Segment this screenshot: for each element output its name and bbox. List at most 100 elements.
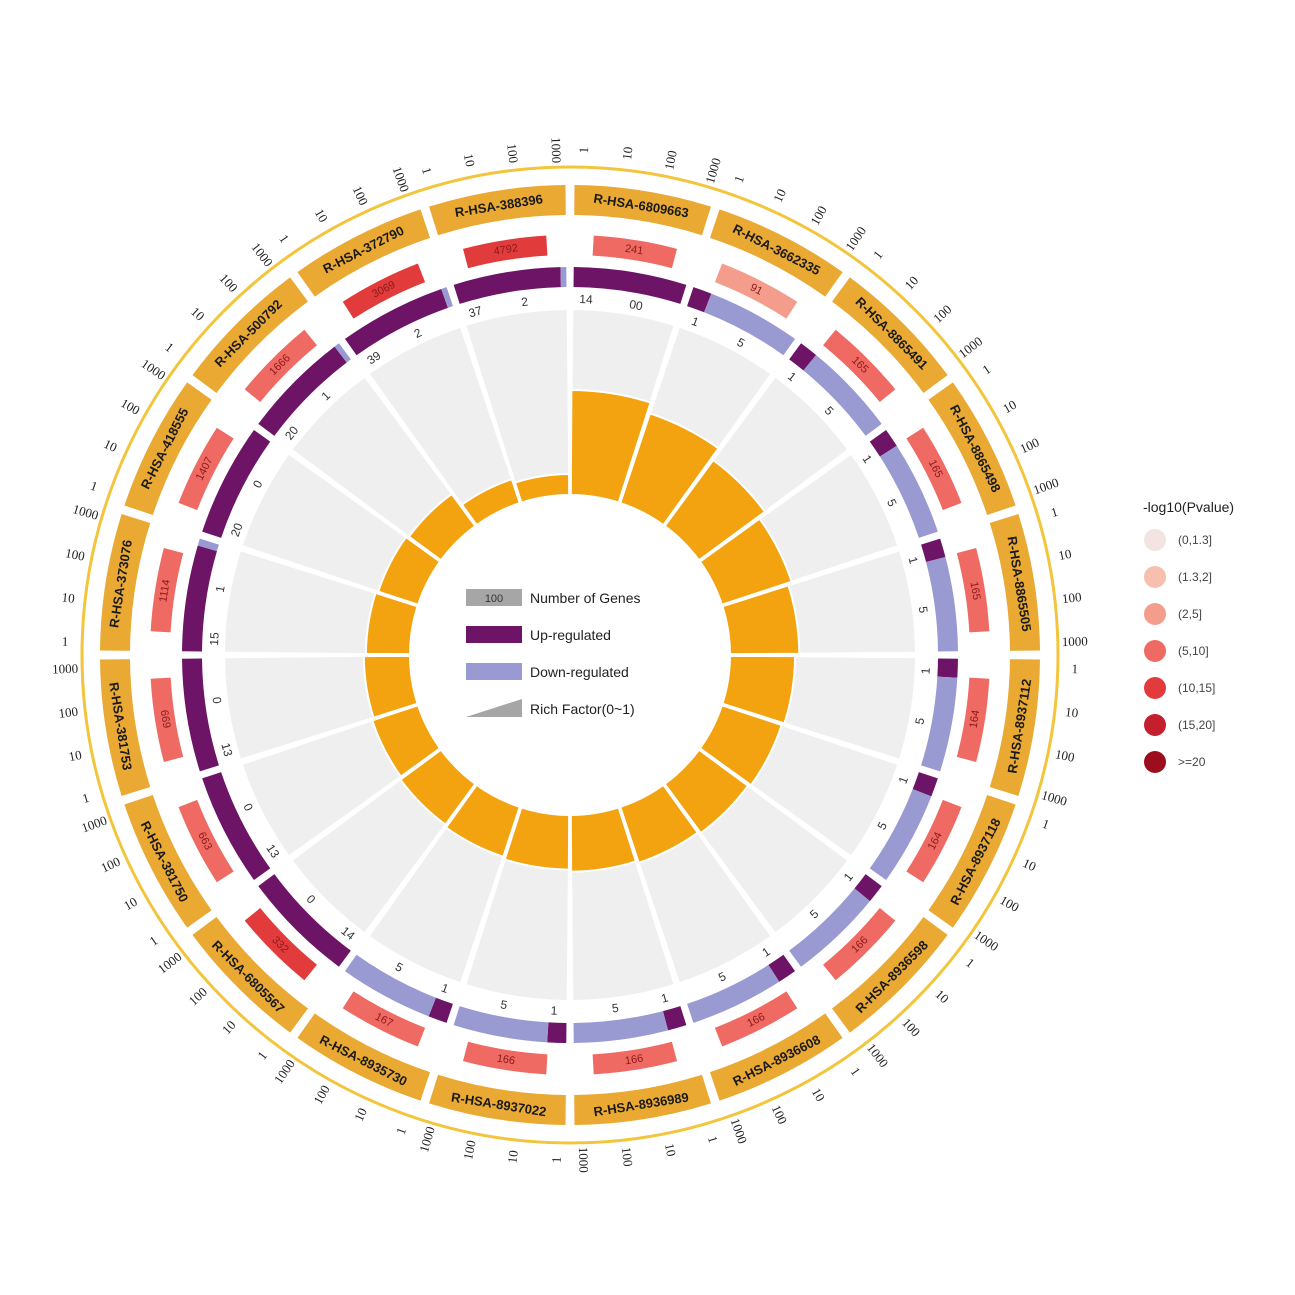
up-regulated-bar xyxy=(662,1006,687,1031)
background-genes-bar xyxy=(244,329,317,402)
term-band xyxy=(928,382,1016,516)
down-count-label: 5 xyxy=(822,404,837,419)
up-regulated-bar xyxy=(869,429,897,457)
down-regulated-bar xyxy=(789,888,870,967)
background-genes-label: 669 xyxy=(158,709,173,729)
scale-tick-label: 1 xyxy=(1040,816,1051,832)
down-regulated-bar xyxy=(704,293,796,356)
scale-tick-label: 100 xyxy=(460,1139,479,1161)
up-count-label: 1 xyxy=(690,314,701,330)
scale-tick-label: 1 xyxy=(393,1125,409,1136)
background-genes-bar xyxy=(823,908,896,981)
scale-tick-label: 1 xyxy=(62,634,69,649)
background-genes-label: 166 xyxy=(496,1053,516,1068)
background-genes-label: 4792 xyxy=(493,242,519,258)
term-band xyxy=(297,1013,431,1101)
legend-sample-value: 100 xyxy=(485,593,503,605)
scale-tick-label: 10 xyxy=(1000,397,1019,416)
scale-tick-label: 1 xyxy=(576,147,591,154)
down-count-label: 5 xyxy=(884,497,900,509)
rich-factor-bar xyxy=(513,472,571,504)
pvalue-legend-dot xyxy=(1144,603,1166,625)
scale-tick-label: 100 xyxy=(930,302,955,326)
background-genes-bar xyxy=(906,427,962,511)
scale-tick-label: 1000 xyxy=(79,813,109,836)
up-regulated-bar xyxy=(258,346,347,436)
up-count-label: 1 xyxy=(841,870,856,884)
scale-tick-label: 10 xyxy=(932,986,952,1006)
background-genes-bar xyxy=(244,908,317,981)
background-genes-bar xyxy=(823,329,896,402)
legend-label-up: Up-regulated xyxy=(530,627,611,643)
pvalue-legend-label: (2,5] xyxy=(1178,607,1202,621)
term-band xyxy=(928,794,1016,928)
down-regulated-bar xyxy=(441,287,453,308)
rich-factor-bar xyxy=(503,806,571,871)
up-count-label: 1 xyxy=(918,667,932,675)
scale-tick-label: 1000 xyxy=(576,1147,592,1173)
scale-tick-label: 100 xyxy=(661,149,680,171)
scale-tick-label: 100 xyxy=(99,854,123,876)
scale-tick-label: 1000 xyxy=(390,164,413,194)
scale-tick-label: 10 xyxy=(461,152,478,168)
up-regulated-bar xyxy=(182,545,217,652)
scale-tick-label: 1 xyxy=(1071,661,1078,676)
term-band xyxy=(832,917,948,1033)
down-regulated-bar xyxy=(879,445,938,538)
background-genes-bar xyxy=(906,799,962,883)
background-genes-bar xyxy=(342,991,426,1047)
sector-background xyxy=(369,327,520,525)
legend-label-rich: Rich Factor(0~1) xyxy=(530,701,635,717)
scale-tick-label: 100 xyxy=(899,1015,923,1040)
up-regulated-bar xyxy=(937,658,958,678)
up-count-label: 1 xyxy=(660,990,670,1005)
down-regulated-bar xyxy=(687,964,780,1023)
rich-factor-bar xyxy=(569,388,652,504)
outer-circle xyxy=(80,165,1060,1145)
background-genes-label: 166 xyxy=(624,1053,644,1068)
scale-tick-label: 1 xyxy=(89,478,100,494)
scale-tick-label: 1 xyxy=(1049,504,1059,520)
up-regulated-bar xyxy=(768,954,796,982)
pvalue-legend-label: >=20 xyxy=(1178,755,1206,769)
rich-factor-bar xyxy=(370,703,442,778)
down-count-label: 0 xyxy=(240,801,256,813)
scale-tick-label: 1000 xyxy=(728,1116,751,1146)
legend-label-down: Down-regulated xyxy=(530,664,629,680)
scale-tick-label: 100 xyxy=(350,184,372,208)
background-genes-bar xyxy=(178,427,234,511)
scale-tick-label: 100 xyxy=(1061,589,1082,606)
up-count-label: 14 xyxy=(579,292,593,307)
scale-tick-label: 1000 xyxy=(702,156,724,185)
term-band xyxy=(429,1074,566,1125)
background-genes-bar xyxy=(462,235,548,269)
down-count-label: 0 xyxy=(250,478,266,491)
scale-tick-label: 1000 xyxy=(155,949,185,977)
scale-tick-label: 10 xyxy=(1020,855,1038,874)
scale-tick-label: 10 xyxy=(121,894,140,913)
pvalue-legend-dot xyxy=(1144,714,1166,736)
background-genes-bar xyxy=(714,263,798,319)
pvalue-legend-label: (0,1.3] xyxy=(1178,533,1212,547)
term-band xyxy=(124,794,212,928)
scale-tick-label: 1000 xyxy=(52,661,78,677)
sector-background xyxy=(466,310,569,503)
rich-factor-bar xyxy=(364,591,419,656)
term-band xyxy=(297,209,431,297)
scale-tick-label: 1000 xyxy=(1040,787,1069,809)
rich-factor-bar xyxy=(569,806,638,873)
pvalue-legend-label: (10,15] xyxy=(1178,681,1215,695)
up-regulated-bar xyxy=(854,874,882,902)
up-regulated-bar xyxy=(921,538,946,563)
scale-tick-label: 1000 xyxy=(971,927,1001,954)
rich-factor-bar xyxy=(460,477,522,527)
rich-factor-bar xyxy=(618,783,700,864)
background-genes-ring: 2419116516516516416416616616616616733266… xyxy=(150,235,990,1075)
scale-tick-label: 100 xyxy=(619,1146,636,1167)
scale-tick-label: 10 xyxy=(67,747,83,764)
scale-tick-label: 100 xyxy=(807,203,830,227)
up-regulated-bar xyxy=(453,267,561,304)
legend-swatch-genes xyxy=(466,589,522,606)
down-count-label: 2 xyxy=(520,294,529,309)
background-genes-bar xyxy=(342,263,426,319)
